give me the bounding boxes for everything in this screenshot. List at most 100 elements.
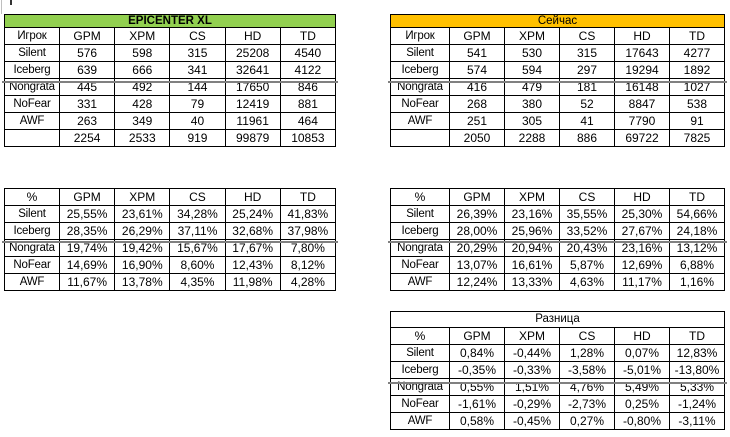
pct-cell: 14,69% <box>58 256 116 274</box>
pct-cell: 6,88% <box>669 256 725 274</box>
pct-cell: 13,07% <box>449 256 505 274</box>
column-header: TD <box>279 27 337 45</box>
table-row: Iceberg -0,35% -0,33% -3,58% -5,01% -13,… <box>390 361 725 379</box>
cutoff-cell-border-fragment <box>10 0 12 5</box>
stat-cell: 1892 <box>669 61 725 79</box>
pct-cell: 4,63% <box>559 273 615 291</box>
table-row: Silent 0,84% -0,44% 1,28% 0,07% 12,83% <box>390 344 725 362</box>
column-header: GPM <box>449 327 505 345</box>
pct-cell: -13,80% <box>669 361 725 379</box>
table-row: AWF 11,67% 13,78% 4,35% 11,98% 4,28% <box>4 273 337 291</box>
stat-cell: 315 <box>169 44 226 62</box>
difference-table: Разница % GPM XPM CS HD TD Silent 0,84% … <box>388 311 727 430</box>
stat-cell: 40 <box>169 112 226 130</box>
column-header: CS <box>559 27 615 45</box>
pct-cell: -0,35% <box>449 361 505 379</box>
player-name-cell: AWF <box>390 273 450 291</box>
table-row: NoFear -1,61% -0,29% -2,73% 0,25% -1,24% <box>390 395 725 413</box>
column-header: XPM <box>114 27 171 45</box>
pct-cell: 27,67% <box>614 222 670 240</box>
pct-cell: 20,43% <box>559 239 615 257</box>
pct-cell: 23,16% <box>614 239 670 257</box>
now-table: Сейчас Игрок GPM XPM CS HD TD Silent 541… <box>388 14 727 147</box>
column-header: XPM <box>114 188 171 206</box>
stat-cell: 574 <box>449 61 505 79</box>
column-header: GPM <box>449 188 505 206</box>
stat-cell: 91 <box>669 112 725 130</box>
pct-cell: 25,55% <box>58 205 116 223</box>
column-header: CS <box>169 27 226 45</box>
stat-cell: 8847 <box>614 95 670 113</box>
table-title: Сейчас <box>390 14 725 28</box>
stat-cell: 12419 <box>224 95 281 113</box>
stat-cell: 541 <box>449 44 505 62</box>
column-header: HD <box>614 188 670 206</box>
pct-cell: 4,35% <box>169 273 226 291</box>
column-header: HD <box>614 327 670 345</box>
pane-split-line <box>2 241 338 243</box>
stat-cell: 41 <box>559 112 615 130</box>
pct-cell: 16,90% <box>114 256 171 274</box>
pct-cell: 8,12% <box>279 256 337 274</box>
pct-cell: 23,16% <box>504 205 560 223</box>
stat-cell: 19294 <box>614 61 670 79</box>
player-name-cell: AWF <box>4 112 60 130</box>
pct-cell: 11,17% <box>614 273 670 291</box>
stat-cell: 297 <box>559 61 615 79</box>
total-cell: 10853 <box>279 129 337 147</box>
player-name-cell: AWF <box>390 412 450 430</box>
pct-cell: 54,66% <box>669 205 725 223</box>
pct-cell: 28,35% <box>58 222 116 240</box>
pane-split-line <box>388 382 727 384</box>
pct-cell: 26,39% <box>449 205 505 223</box>
player-name-cell: Silent <box>390 205 450 223</box>
pct-cell: 0,27% <box>559 412 615 430</box>
table-row: Nongrata 19,74% 19,42% 15,67% 17,67% 7,8… <box>4 239 337 257</box>
stat-cell: 268 <box>449 95 505 113</box>
stat-cell: 52 <box>559 95 615 113</box>
pct-cell: 11,98% <box>224 273 281 291</box>
column-header: Игрок <box>390 27 450 45</box>
empty-cell <box>4 129 60 147</box>
player-name-cell: AWF <box>4 273 60 291</box>
total-cell: 886 <box>559 129 615 147</box>
player-name-cell: Iceberg <box>4 222 60 240</box>
stat-cell: 11961 <box>224 112 281 130</box>
pct-cell: 1,28% <box>559 344 615 362</box>
percent-now-table: % GPM XPM CS HD TD Silent 26,39% 23,16% … <box>388 188 727 291</box>
stat-cell: 25208 <box>224 44 281 62</box>
table-title: EPICENTER XL <box>4 14 336 28</box>
stat-cell: 305 <box>504 112 560 130</box>
stat-cell: 32641 <box>224 61 281 79</box>
now-grid: Сейчас Игрок GPM XPM CS HD TD Silent 541… <box>390 14 725 147</box>
player-name-cell: Nongrata <box>390 239 450 257</box>
cutoff-gridline-fragment <box>1 0 2 14</box>
pct-cell: -0,44% <box>504 344 560 362</box>
player-name-cell: Iceberg <box>390 222 450 240</box>
pct-cell: 37,11% <box>169 222 226 240</box>
total-cell: 69722 <box>614 129 670 147</box>
table-row: AWF 0,58% -0,45% 0,27% -0,80% -3,11% <box>390 412 725 430</box>
pct-cell: 0,07% <box>614 344 670 362</box>
column-header: TD <box>669 188 725 206</box>
stat-cell: 639 <box>58 61 116 79</box>
table-row: AWF 12,24% 13,33% 4,63% 11,17% 1,16% <box>390 273 725 291</box>
table-row: Silent 26,39% 23,16% 35,55% 25,30% 54,66… <box>390 205 725 223</box>
column-header: % <box>390 188 450 206</box>
pct-cell: -5,01% <box>614 361 670 379</box>
table-row: Iceberg 28,35% 26,29% 37,11% 32,68% 37,9… <box>4 222 337 240</box>
player-name-cell: Silent <box>390 44 450 62</box>
total-cell: 2254 <box>58 129 116 147</box>
total-cell: 99879 <box>224 129 281 147</box>
empty-cell <box>390 129 450 147</box>
table-row: Nongrata 20,29% 20,94% 20,43% 23,16% 13,… <box>390 239 725 257</box>
table-title-row: EPICENTER XL <box>4 14 336 28</box>
player-name-cell: NoFear <box>390 395 450 413</box>
stat-cell: 331 <box>58 95 116 113</box>
pct-cell: 0,84% <box>449 344 505 362</box>
column-header: CS <box>169 188 226 206</box>
pct-cell: 12,69% <box>614 256 670 274</box>
percent-now-grid: % GPM XPM CS HD TD Silent 26,39% 23,16% … <box>390 188 725 291</box>
table-row: Silent 541 530 315 17643 4277 <box>390 44 725 62</box>
pct-cell: 17,67% <box>224 239 281 257</box>
